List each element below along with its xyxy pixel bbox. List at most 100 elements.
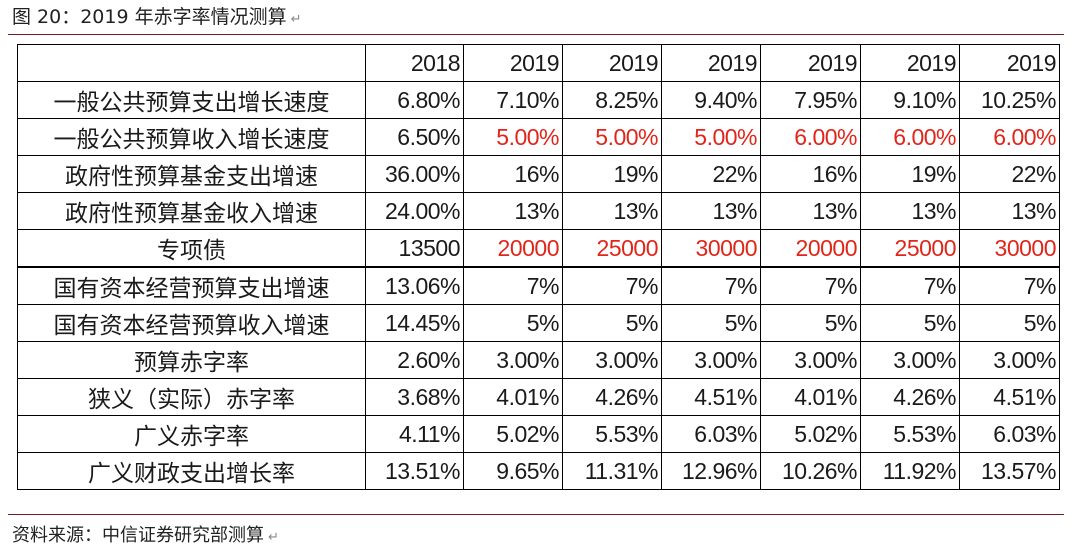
value-cell: 9.10% — [860, 81, 960, 119]
value-cell: 7% — [661, 266, 761, 305]
table-row: 一般公共预算支出增长速度 6.80% 7.10% 8.25% 9.40% 7.95% 9.1… — [17, 81, 1060, 119]
row-label-cell: 政府性预算基金收入增速 — [17, 192, 366, 230]
row-label-cell: 狭义（实际）赤字率 — [17, 378, 366, 416]
value-cell: 8.25% — [562, 81, 662, 119]
value-cell: 10.25% — [959, 81, 1060, 119]
header-year-cell: 2019 — [860, 44, 960, 82]
header-corner-cell — [17, 44, 366, 82]
table-row: 一般公共预算收入增长速度 6.50% 5.00% 5.00% 5.00% 6.00% 6.0… — [17, 118, 1060, 156]
value-cell: 5% — [562, 304, 662, 342]
value-cell: 4.26% — [860, 378, 960, 416]
row-label-cell: 广义赤字率 — [17, 415, 366, 453]
value-cell: 13% — [562, 192, 662, 230]
value-cell: 3.00% — [562, 341, 662, 379]
value-cell: 6.00% — [760, 118, 861, 156]
value-cell: 9.65% — [463, 452, 563, 490]
table-row: 政府性预算基金收入增速 24.00% 13% 13% 13% 13% 13% 13% — [17, 192, 1060, 230]
value-cell: 13.57% — [959, 452, 1060, 490]
value-cell: 6.03% — [661, 415, 761, 453]
value-cell: 30000 — [661, 229, 761, 268]
table-row: 政府性预算基金支出增速 36.00% 16% 19% 22% 16% 19% 22% — [17, 155, 1060, 193]
value-cell: 4.01% — [760, 378, 861, 416]
value-cell: 5% — [860, 304, 960, 342]
value-cell: 6.00% — [860, 118, 960, 156]
value-cell: 3.00% — [661, 341, 761, 379]
value-cell: 13% — [463, 192, 563, 230]
value-cell: 4.26% — [562, 378, 662, 416]
value-cell: 7.10% — [463, 81, 563, 119]
value-cell: 5% — [661, 304, 761, 342]
deficit-table: 2018 2019 2019 2019 2019 2019 2019 一般公共预算支出增长速度… — [17, 44, 1060, 490]
row-label-cell: 国有资本经营预算收入增速 — [17, 304, 366, 342]
row-label-cell: 政府性预算基金支出增速 — [17, 155, 366, 193]
value-cell: 10.26% — [760, 452, 861, 490]
value-cell: 5% — [463, 304, 563, 342]
row-label-cell: 国有资本经营预算支出增速 — [17, 266, 366, 305]
value-cell: 25000 — [562, 229, 662, 268]
table-row: 广义赤字率 4.11% 5.02% 5.53% 6.03% 5.02% 5.53% 6.03% — [17, 415, 1060, 453]
value-cell: 36.00% — [365, 155, 464, 193]
value-cell: 20000 — [463, 229, 563, 268]
value-cell: 5.00% — [562, 118, 662, 156]
row-label-cell: 预算赤字率 — [17, 341, 366, 379]
value-cell: 19% — [860, 155, 960, 193]
figure-title-text: 图 20：2019 年赤字率情况测算 — [12, 6, 287, 28]
value-cell: 9.40% — [661, 81, 761, 119]
value-cell: 11.92% — [860, 452, 960, 490]
value-cell: 16% — [463, 155, 563, 193]
table-row: 专项债 13500 20000 25000 30000 20000 25000 30000 — [17, 229, 1060, 268]
row-label-cell: 专项债 — [17, 229, 366, 268]
value-cell: 25000 — [860, 229, 960, 268]
value-cell: 3.00% — [959, 341, 1060, 379]
table-row: 广义财政支出增长率 13.51% 9.65% 11.31% 12.96% 10.26% 11… — [17, 452, 1060, 490]
figure-title: 图 20：2019 年赤字率情况测算 ↵ — [12, 2, 302, 32]
value-cell: 6.03% — [959, 415, 1060, 453]
value-cell: 13% — [661, 192, 761, 230]
row-label-cell: 一般公共预算支出增长速度 — [17, 81, 366, 119]
value-cell: 5.00% — [463, 118, 563, 156]
value-cell: 4.51% — [661, 378, 761, 416]
value-cell: 7% — [860, 266, 960, 305]
header-year-cell: 2019 — [760, 44, 861, 82]
value-cell: 5% — [760, 304, 861, 342]
value-cell: 22% — [959, 155, 1060, 193]
value-cell: 13% — [959, 192, 1060, 230]
value-cell: 5% — [959, 304, 1060, 342]
value-cell: 6.00% — [959, 118, 1060, 156]
header-year-cell: 2018 — [365, 44, 464, 82]
value-cell: 3.00% — [760, 341, 861, 379]
row-label-cell: 一般公共预算收入增长速度 — [17, 118, 366, 156]
table-body: 2018 2019 2019 2019 2019 2019 2019 一般公共预算支出增长速度… — [17, 44, 1060, 490]
value-cell: 14.45% — [365, 304, 464, 342]
value-cell: 20000 — [760, 229, 861, 268]
value-cell: 13% — [760, 192, 861, 230]
header-year-cell: 2019 — [562, 44, 662, 82]
value-cell: 2.60% — [365, 341, 464, 379]
value-cell: 5.02% — [760, 415, 861, 453]
value-cell: 7% — [760, 266, 861, 305]
header-year-cell: 2019 — [661, 44, 761, 82]
value-cell: 13.06% — [365, 266, 464, 305]
value-cell: 5.00% — [661, 118, 761, 156]
table-row: 国有资本经营预算收入增速 14.45% 5% 5% 5% 5% 5% 5% — [17, 304, 1060, 342]
header-year-cell: 2019 — [463, 44, 563, 82]
table-row: 国有资本经营预算支出增速 13.06% 7% 7% 7% 7% 7% 7% — [17, 266, 1060, 305]
value-cell: 22% — [661, 155, 761, 193]
value-cell: 13500 — [365, 229, 464, 268]
value-cell: 7% — [959, 266, 1060, 305]
value-cell: 7.95% — [760, 81, 861, 119]
table-row: 狭义（实际）赤字率 3.68% 4.01% 4.26% 4.51% 4.01% 4.26% 4… — [17, 378, 1060, 416]
paragraph-mark-icon: ↵ — [268, 530, 279, 545]
value-cell: 30000 — [959, 229, 1060, 268]
value-cell: 24.00% — [365, 192, 464, 230]
header-row: 2018 2019 2019 2019 2019 2019 2019 — [17, 44, 1060, 82]
header-year-cell: 2019 — [959, 44, 1060, 82]
value-cell: 4.11% — [365, 415, 464, 453]
bottom-rule — [8, 514, 1064, 515]
table-row: 预算赤字率 2.60% 3.00% 3.00% 3.00% 3.00% 3.00% 3.00% — [17, 341, 1060, 379]
value-cell: 3.00% — [463, 341, 563, 379]
source-note: 资料来源：中信证券研究部测算 ↵ — [12, 522, 279, 550]
value-cell: 12.96% — [661, 452, 761, 490]
source-note-text: 资料来源：中信证券研究部测算 — [12, 525, 264, 546]
value-cell: 5.02% — [463, 415, 563, 453]
